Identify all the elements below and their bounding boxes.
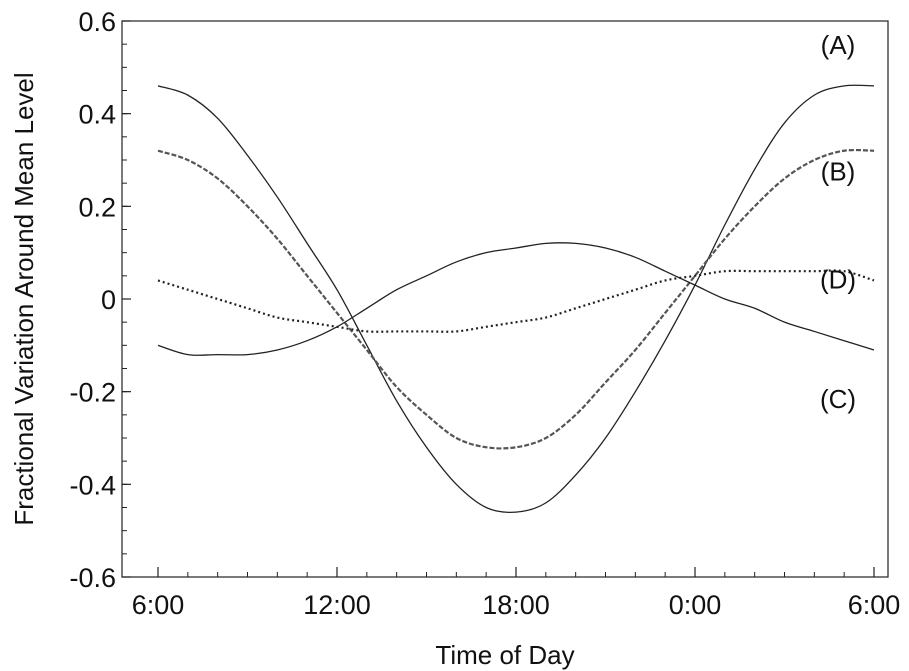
series-labels: (A) (B) (C) (D) xyxy=(820,30,856,414)
series-label: (D) xyxy=(820,264,856,294)
plot-frame xyxy=(121,20,889,578)
y-tick-label: -0.2 xyxy=(69,378,116,408)
x-tick-label: 18:00 xyxy=(482,590,550,620)
y-tick-label: 0.6 xyxy=(78,7,116,37)
x-tick-label: 6:00 xyxy=(848,590,901,620)
series-line-1 xyxy=(157,148,875,450)
series-label: (B) xyxy=(821,157,856,187)
x-tick-label: 6:00 xyxy=(132,590,185,620)
x-axis-ticks: 6:00 12:00 18:00 0:00 6:00 xyxy=(132,567,901,620)
series-layer xyxy=(157,84,875,514)
y-tick-label: -0.6 xyxy=(69,563,116,593)
y-tick-label: 0 xyxy=(101,285,116,315)
series-label: (A) xyxy=(821,30,856,60)
y-tick-label: 0.4 xyxy=(78,100,116,130)
y-tick-label: 0.2 xyxy=(78,192,116,222)
y-tick-label: -0.4 xyxy=(69,470,116,500)
x-tick-label: 0:00 xyxy=(669,590,722,620)
series-line-2 xyxy=(157,242,875,356)
series-label: (C) xyxy=(820,384,856,414)
series-line-3 xyxy=(157,269,875,333)
x-tick-label: 12:00 xyxy=(303,590,371,620)
series-line-0 xyxy=(157,84,875,514)
y-axis-title: Fractional Variation Around Mean Level xyxy=(9,72,39,525)
x-axis-title: Time of Day xyxy=(435,640,574,670)
